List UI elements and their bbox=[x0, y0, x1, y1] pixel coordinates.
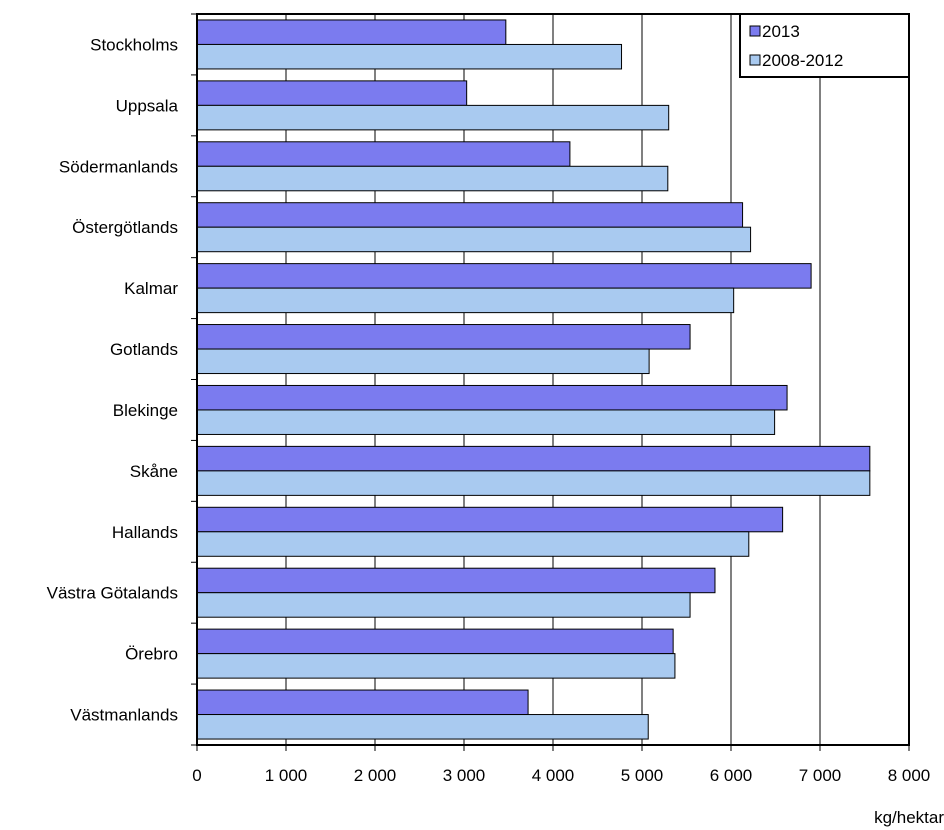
bar-2013 bbox=[196, 384, 788, 411]
bar-2013 bbox=[196, 263, 812, 289]
bar-2008-2012 bbox=[196, 348, 650, 375]
x-tick-label: 2 000 bbox=[354, 766, 397, 785]
x-tick-label: 7 000 bbox=[799, 766, 842, 785]
legend-swatch bbox=[749, 25, 761, 37]
bars bbox=[196, 19, 871, 740]
bar-2008-2012 bbox=[196, 653, 676, 679]
category-label: Hallands bbox=[112, 523, 178, 542]
x-tick-label: 6 000 bbox=[710, 766, 753, 785]
bar-2013 bbox=[196, 141, 571, 167]
bar-2013 bbox=[196, 324, 691, 350]
x-tick-label: 0 bbox=[192, 766, 201, 785]
bar-2008-2012 bbox=[196, 409, 776, 435]
legend-swatch bbox=[749, 54, 761, 66]
bar-2008-2012 bbox=[196, 43, 623, 70]
bar-2008-2012 bbox=[196, 470, 871, 496]
legend-box bbox=[739, 13, 910, 78]
x-tick-label: 4 000 bbox=[532, 766, 575, 785]
category-label: Skåne bbox=[130, 462, 178, 481]
bar-2013 bbox=[196, 628, 674, 655]
bar-2013 bbox=[196, 202, 744, 228]
legend-label: 2013 bbox=[762, 22, 800, 41]
category-label: Västra Götalands bbox=[47, 584, 178, 603]
bar-2008-2012 bbox=[196, 531, 750, 557]
category-label: Stockholms bbox=[90, 35, 178, 54]
x-tick-labels: 0 1 000 2 000 3 000 4 000 5 000 6 000 7 000 8 00… bbox=[192, 766, 930, 785]
x-unit-label: kg/hektar bbox=[874, 808, 944, 827]
category-label: Södermanlands bbox=[59, 157, 178, 176]
category-label: Östergötlands bbox=[72, 218, 178, 237]
bar-2013 bbox=[196, 80, 468, 106]
x-tick-label: 8 000 bbox=[888, 766, 931, 785]
x-tick-label: 5 000 bbox=[621, 766, 664, 785]
legend: 2013 2008-2012 bbox=[739, 13, 910, 78]
plot-area-frame bbox=[196, 13, 910, 746]
bar-2013 bbox=[196, 567, 716, 594]
bar-2013 bbox=[196, 19, 507, 45]
x-tick-label: 3 000 bbox=[443, 766, 486, 785]
category-label: Blekinge bbox=[113, 401, 178, 420]
legend-label: 2008-2012 bbox=[762, 51, 843, 70]
bar-2013 bbox=[196, 506, 784, 533]
category-label: Örebro bbox=[125, 645, 178, 664]
category-labels: Stockholms Uppsala Södermanlands Östergötla… bbox=[47, 35, 179, 724]
bar-2008-2012 bbox=[196, 714, 649, 740]
bar-2008-2012 bbox=[196, 165, 669, 192]
bar-2008-2012 bbox=[196, 287, 735, 314]
x-tick-label: 1 000 bbox=[265, 766, 308, 785]
bar-2013 bbox=[196, 689, 529, 716]
category-label: Kalmar bbox=[124, 279, 178, 298]
category-label: Gotlands bbox=[110, 340, 178, 359]
bar-2008-2012 bbox=[196, 104, 670, 131]
bar-2008-2012 bbox=[196, 226, 752, 253]
category-label: Uppsala bbox=[116, 96, 179, 115]
category-label: Västmanlands bbox=[70, 706, 178, 725]
bar-2013 bbox=[196, 445, 871, 472]
bar-2008-2012 bbox=[196, 592, 691, 618]
